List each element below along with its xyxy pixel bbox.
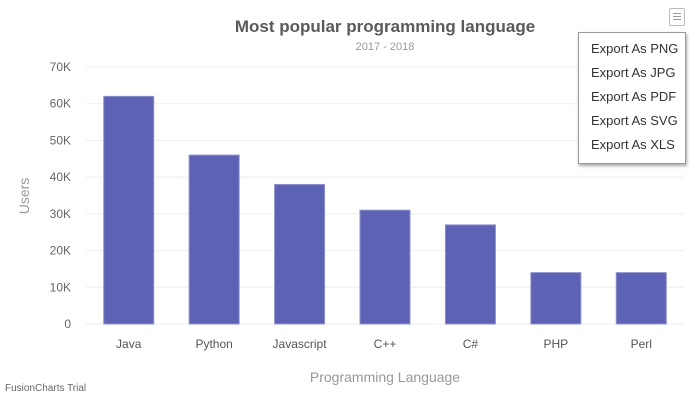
bar-c#[interactable] bbox=[444, 224, 496, 325]
chart-title: Most popular programming language bbox=[235, 17, 535, 36]
export-jpg[interactable]: Export As JPG bbox=[591, 65, 676, 80]
y-tick-label: 60K bbox=[50, 97, 71, 111]
bar-php[interactable] bbox=[530, 272, 582, 325]
y-tick-label: 40K bbox=[50, 170, 71, 184]
export-menu: Export As PNG Export As JPG Export As PD… bbox=[578, 32, 686, 164]
bar-javascript[interactable] bbox=[274, 183, 326, 325]
y-tick-label: 20K bbox=[50, 244, 71, 258]
x-tick-label: Python bbox=[195, 337, 232, 351]
trial-watermark: FusionCharts Trial bbox=[5, 383, 87, 394]
x-tick-label: C# bbox=[463, 337, 479, 351]
export-svg[interactable]: Export As SVG bbox=[591, 113, 678, 128]
y-tick-label: 10K bbox=[50, 280, 71, 294]
x-tick-label: Java bbox=[116, 337, 142, 351]
x-tick-label: Javascript bbox=[273, 337, 328, 351]
export-xls[interactable]: Export As XLS bbox=[591, 137, 675, 152]
bar-c++[interactable] bbox=[359, 209, 411, 325]
bar-perl[interactable] bbox=[615, 272, 667, 325]
x-tick-label: PHP bbox=[544, 337, 569, 351]
x-tick-label: C++ bbox=[374, 337, 397, 351]
export-pdf[interactable]: Export As PDF bbox=[591, 89, 677, 104]
y-tick-label: 0 bbox=[64, 317, 71, 331]
x-axis-title: Programming Language bbox=[310, 369, 460, 385]
y-tick-label: 50K bbox=[50, 133, 71, 147]
chart-subtitle: 2017 - 2018 bbox=[356, 41, 415, 53]
bar-python[interactable] bbox=[188, 154, 240, 325]
y-axis-title: Users bbox=[16, 178, 32, 215]
export-png[interactable]: Export As PNG bbox=[591, 41, 679, 56]
y-tick-label: 30K bbox=[50, 207, 71, 221]
x-tick-label: Perl bbox=[631, 337, 652, 351]
menu-icon[interactable] bbox=[669, 8, 685, 26]
y-tick-label: 70K bbox=[50, 60, 71, 74]
bar-java[interactable] bbox=[103, 95, 155, 325]
